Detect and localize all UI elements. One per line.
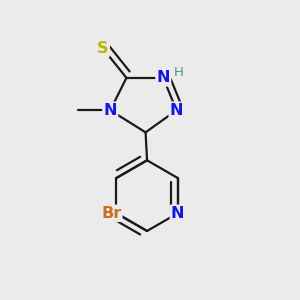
Text: H: H — [174, 66, 184, 79]
Text: S: S — [97, 41, 109, 56]
Text: N: N — [171, 206, 184, 221]
Text: N: N — [103, 103, 117, 118]
Text: N: N — [170, 103, 183, 118]
Text: N: N — [157, 70, 170, 86]
Text: Br: Br — [101, 206, 121, 221]
